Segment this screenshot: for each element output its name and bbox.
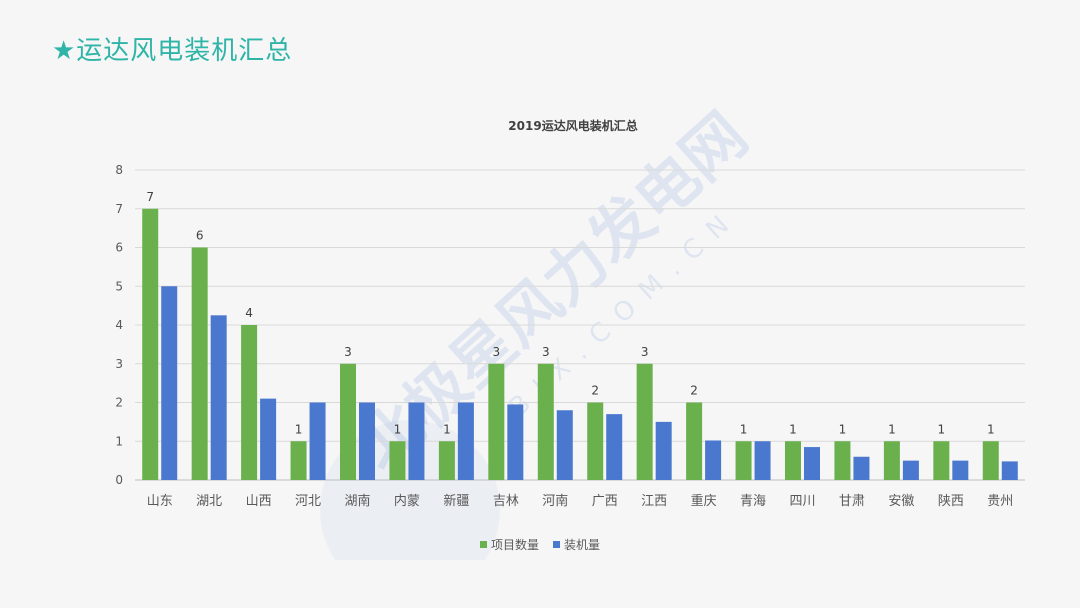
bar-series2 bbox=[853, 456, 870, 480]
chart-grid bbox=[135, 169, 1025, 481]
data-label: 1 bbox=[987, 422, 995, 436]
bar-series1 bbox=[340, 363, 356, 480]
y-axis: 0 1 2 3 4 5 6 7 8 bbox=[115, 163, 123, 487]
y-tick-label: 0 bbox=[115, 473, 123, 487]
legend-label-series2: 装机量 bbox=[564, 538, 601, 552]
bar-series1 bbox=[883, 441, 900, 480]
data-label: 1 bbox=[938, 422, 946, 436]
data-label: 4 bbox=[245, 306, 253, 320]
x-tick-label: 江西 bbox=[641, 494, 667, 509]
bar-series1 bbox=[982, 441, 999, 480]
x-tick-label: 广西 bbox=[592, 494, 618, 509]
bar-series2 bbox=[655, 421, 672, 480]
data-label: 1 bbox=[443, 422, 451, 436]
bar-series1 bbox=[834, 441, 851, 480]
bar-series2 bbox=[804, 447, 820, 480]
bar-series2 bbox=[309, 402, 326, 480]
x-tick-label: 湖南 bbox=[344, 493, 370, 509]
bar-series1 bbox=[933, 441, 950, 480]
bar-series1 bbox=[438, 441, 455, 480]
legend-swatch-series2 bbox=[553, 541, 560, 548]
x-tick-label: 甘肃 bbox=[839, 494, 865, 509]
bar-series1 bbox=[537, 363, 554, 480]
x-tick-label: 安徽 bbox=[888, 494, 914, 509]
bar-series2 bbox=[260, 398, 277, 480]
data-label: 3 bbox=[641, 345, 649, 359]
x-tick-label: 河南 bbox=[542, 493, 568, 509]
y-tick-label: 6 bbox=[115, 241, 123, 255]
data-label: 3 bbox=[493, 345, 501, 359]
data-label: 1 bbox=[888, 422, 896, 436]
x-tick-label: 四川 bbox=[789, 494, 815, 509]
bar-series2 bbox=[1001, 461, 1018, 480]
bar-series2 bbox=[705, 440, 722, 480]
x-tick-label: 重庆 bbox=[691, 493, 717, 509]
chart-title: 2019运达风电装机汇总 bbox=[508, 118, 637, 133]
data-label: 3 bbox=[344, 345, 352, 359]
bar-series2 bbox=[952, 460, 969, 480]
x-tick-label: 山西 bbox=[246, 494, 272, 509]
bar-series1 bbox=[389, 441, 406, 480]
bar-series2 bbox=[457, 402, 474, 480]
x-tick-label: 山东 bbox=[147, 494, 173, 509]
data-label: 7 bbox=[146, 190, 154, 204]
bar-series2 bbox=[556, 410, 573, 480]
bar-series2 bbox=[902, 460, 919, 480]
bar-series2 bbox=[507, 404, 524, 480]
x-tick-label: 内蒙 bbox=[394, 493, 420, 509]
bar-series2 bbox=[161, 286, 178, 480]
data-label: 6 bbox=[196, 229, 204, 243]
bar-series1 bbox=[191, 247, 208, 480]
legend-item-series1: 项目数量 bbox=[479, 536, 539, 553]
x-tick-label: 贵州 bbox=[987, 494, 1013, 509]
data-label: 1 bbox=[740, 422, 748, 436]
x-tick-label: 湖北 bbox=[196, 494, 222, 509]
bar-series2 bbox=[754, 441, 771, 480]
y-tick-label: 5 bbox=[115, 279, 123, 293]
x-axis: 山东 湖北 山西 河北 湖南 内蒙 新疆 吉林 河南 广西 江西 重庆 青海 四川 甘肃 安徽 陕西 贵州 bbox=[147, 493, 1014, 509]
legend-item-series2: 装机量 bbox=[553, 536, 600, 553]
bar-series1 bbox=[735, 441, 752, 480]
bar-series2 bbox=[359, 402, 375, 480]
data-label: 1 bbox=[394, 422, 402, 436]
y-tick-label: 1 bbox=[115, 434, 123, 448]
y-tick-label: 7 bbox=[115, 202, 123, 216]
x-tick-label: 青海 bbox=[740, 494, 766, 509]
x-tick-label: 陕西 bbox=[938, 494, 964, 509]
data-label: 1 bbox=[295, 422, 303, 436]
data-label: 1 bbox=[839, 422, 847, 436]
bar-series1 bbox=[587, 402, 604, 480]
x-tick-label: 新疆 bbox=[443, 493, 469, 509]
bar-series1 bbox=[142, 208, 159, 480]
bar-series1 bbox=[636, 363, 653, 480]
bar-series2 bbox=[210, 315, 227, 480]
bar-chart: 2019运达风电装机汇总 0 1 2 3 4 5 6 7 8 7 6 4 1 3 1 1 3 3 2 3 2 1 1 1 1 1… bbox=[115, 118, 1025, 509]
chart-bars: 7 6 4 1 3 1 1 3 3 2 3 2 1 1 1 1 1 1 bbox=[142, 190, 1018, 480]
legend-swatch-series1 bbox=[479, 541, 487, 548]
data-label: 2 bbox=[591, 384, 599, 398]
bar-series1 bbox=[488, 363, 505, 480]
chart-legend: 项目数量 装机量 bbox=[0, 536, 1080, 553]
bar-series1 bbox=[290, 441, 307, 480]
data-label: 3 bbox=[542, 345, 550, 359]
y-tick-label: 8 bbox=[115, 163, 123, 177]
bar-series1 bbox=[785, 441, 801, 480]
legend-label-series1: 项目数量 bbox=[490, 538, 539, 552]
bar-series1 bbox=[241, 325, 258, 480]
y-tick-label: 4 bbox=[115, 318, 123, 332]
bar-series2 bbox=[606, 414, 623, 480]
x-tick-label: 吉林 bbox=[493, 494, 519, 509]
bar-series2 bbox=[408, 402, 425, 480]
y-tick-label: 3 bbox=[115, 357, 123, 371]
x-tick-label: 河北 bbox=[295, 494, 321, 509]
slide-title: ★运达风电装机汇总 bbox=[52, 36, 293, 66]
data-label: 1 bbox=[789, 422, 797, 436]
data-label: 2 bbox=[690, 384, 698, 398]
bar-series1 bbox=[686, 402, 703, 480]
y-tick-label: 2 bbox=[115, 396, 123, 410]
